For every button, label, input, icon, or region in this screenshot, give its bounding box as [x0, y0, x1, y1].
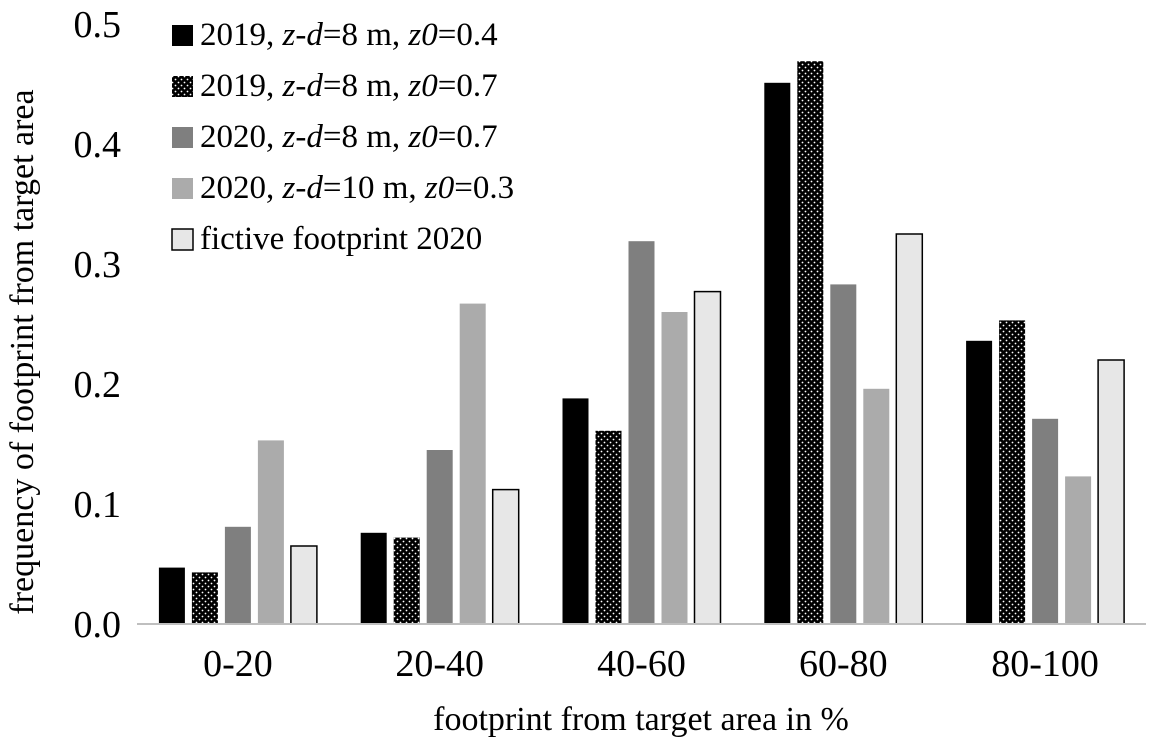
legend-label: 2020, z-d=10 m, z0=0.3: [200, 170, 514, 206]
bar: [562, 398, 589, 624]
y-tick-label: 0.1: [74, 484, 122, 526]
y-tick-label: 0.2: [74, 364, 122, 406]
legend-label-part: z0: [407, 68, 438, 104]
legend-label: 2019, z-d=8 m, z0=0.4: [200, 17, 498, 53]
legend-label: fictive footprint 2020: [200, 221, 482, 257]
legend-swatch: [172, 127, 193, 148]
legend-label-part: =8 m,: [323, 17, 409, 53]
x-tick-label: 60-80: [799, 643, 888, 685]
bar: [830, 284, 857, 624]
bar: [595, 430, 622, 624]
bar: [999, 320, 1026, 624]
legend-label-part: z-d: [282, 68, 324, 104]
bar: [1097, 359, 1125, 625]
bar: [191, 572, 218, 624]
legend-item: 2019, z-d=8 m, z0=0.4: [172, 17, 498, 53]
legend-label: 2020, z-d=8 m, z0=0.7: [200, 119, 498, 155]
bar: [257, 440, 284, 624]
bar: [764, 82, 791, 625]
y-axis-title: frequency of footprint from target area: [4, 89, 41, 614]
legend-label-part: fictive footprint 2020: [200, 221, 482, 257]
legend-label-part: =8 m,: [323, 68, 409, 104]
legend-label-part: 2019,: [200, 17, 283, 53]
bar: [459, 303, 486, 624]
bar: [628, 241, 655, 624]
bar: [426, 450, 453, 624]
legend-label-part: =0.7: [438, 119, 498, 155]
legend-label-part: =0.3: [454, 170, 514, 206]
bar: [158, 567, 185, 624]
legend-label-part: z-d: [282, 170, 324, 206]
bar: [863, 388, 890, 624]
legend-label-part: z0: [424, 170, 455, 206]
legend-label-part: 2019,: [200, 68, 283, 104]
legend-label-part: =8 m,: [323, 119, 409, 155]
y-tick-label: 0.3: [74, 244, 122, 286]
y-tick-label: 0.0: [74, 604, 122, 646]
x-tick-label: 40-60: [597, 643, 686, 685]
bar: [661, 312, 688, 624]
y-axis-title-group: frequency of footprint from target area: [4, 89, 41, 614]
legend-label-part: 2020,: [200, 119, 283, 155]
legend-item: fictive footprint 2020: [171, 221, 482, 257]
legend-swatch: [171, 228, 194, 251]
x-tick-label: 80-100: [991, 643, 1099, 685]
legend-item: 2020, z-d=8 m, z0=0.7: [172, 119, 498, 155]
x-tick-label: 20-40: [395, 643, 484, 685]
legend-label-part: 2020,: [200, 170, 283, 206]
bars: [158, 61, 1125, 625]
x-tick-labels: 0-20 20-40 40-60 60-80 80-100: [203, 643, 1099, 685]
legend-swatch: [172, 178, 193, 199]
bar: [895, 233, 924, 625]
y-tick-label: 0.4: [74, 124, 122, 166]
bar: [224, 526, 251, 624]
bar: [360, 532, 387, 624]
legend-label-part: z0: [407, 17, 438, 53]
x-axis-title: footprint from target area in %: [433, 701, 849, 738]
bar: [797, 61, 824, 624]
y-tick-label: 0.5: [74, 4, 122, 46]
legend-label-part: z-d: [282, 17, 324, 53]
bar: [1065, 476, 1092, 624]
legend-swatch: [172, 76, 193, 97]
bar: [491, 488, 520, 625]
legend-label-part: =10 m,: [323, 170, 425, 206]
bar: [290, 545, 318, 625]
legend-label: 2019, z-d=8 m, z0=0.7: [200, 68, 498, 104]
legend-item: 2020, z-d=10 m, z0=0.3: [172, 170, 514, 206]
x-tick-label: 0-20: [203, 643, 273, 685]
legend-label-part: z-d: [282, 119, 324, 155]
legend-label-part: z0: [407, 119, 438, 155]
legend-label-part: =0.7: [438, 68, 498, 104]
y-tick-labels: 0.0 0.1 0.2 0.3 0.4 0.5: [74, 4, 122, 646]
legend-label-part: =0.4: [438, 17, 498, 53]
legend-item: 2019, z-d=8 m, z0=0.7: [172, 68, 498, 104]
bar: [966, 340, 993, 624]
bar: [1032, 418, 1059, 624]
bar: [693, 290, 722, 625]
legend-swatch: [172, 25, 193, 46]
bar: [393, 537, 420, 624]
